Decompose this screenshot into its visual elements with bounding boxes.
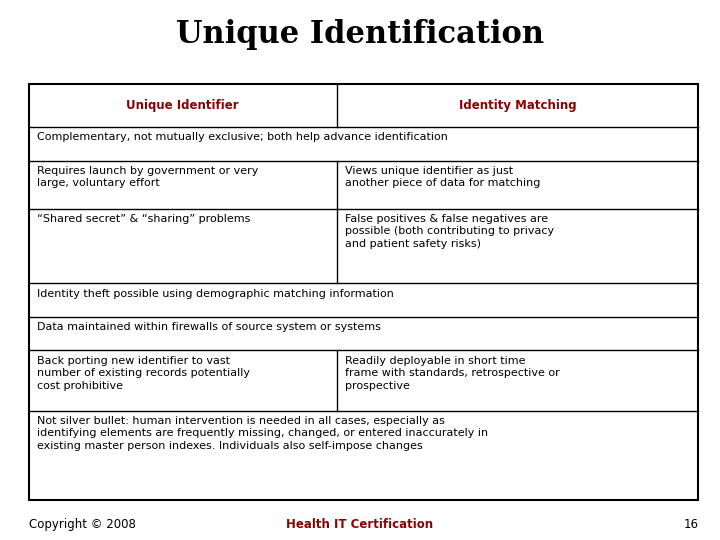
Text: Copyright © 2008: Copyright © 2008	[29, 518, 135, 531]
Text: Health IT Certification: Health IT Certification	[287, 518, 433, 531]
Text: “Shared secret” & “sharing” problems: “Shared secret” & “sharing” problems	[37, 214, 251, 224]
Text: Identity theft possible using demographic matching information: Identity theft possible using demographi…	[37, 288, 395, 299]
Text: Unique Identification: Unique Identification	[176, 19, 544, 50]
Text: Views unique identifier as just
another piece of data for matching: Views unique identifier as just another …	[346, 166, 541, 188]
Text: 16: 16	[683, 518, 698, 531]
Text: Complementary, not mutually exclusive; both help advance identification: Complementary, not mutually exclusive; b…	[37, 132, 449, 143]
Text: Requires launch by government or very
large, voluntary effort: Requires launch by government or very la…	[37, 166, 258, 188]
Text: Readily deployable in short time
frame with standards, retrospective or
prospect: Readily deployable in short time frame w…	[346, 356, 560, 390]
Text: Identity Matching: Identity Matching	[459, 99, 577, 112]
Text: Data maintained within firewalls of source system or systems: Data maintained within firewalls of sour…	[37, 322, 382, 332]
Text: Back porting new identifier to vast
number of existing records potentially
cost : Back porting new identifier to vast numb…	[37, 356, 251, 390]
Text: Unique Identifier: Unique Identifier	[127, 99, 239, 112]
Text: Not silver bullet: human intervention is needed in all cases, especially as
iden: Not silver bullet: human intervention is…	[37, 416, 489, 451]
Text: False positives & false negatives are
possible (both contributing to privacy
and: False positives & false negatives are po…	[346, 214, 554, 249]
